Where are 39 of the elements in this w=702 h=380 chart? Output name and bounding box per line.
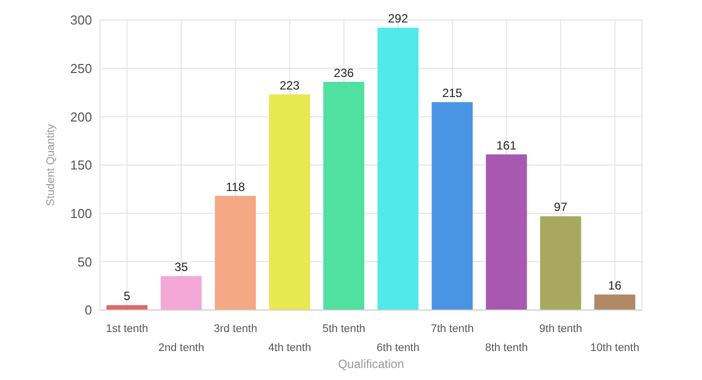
x-axis-title: Qualification xyxy=(338,357,404,371)
bar xyxy=(378,28,419,310)
x-tick-label: 1st tenth xyxy=(106,323,148,335)
y-tick-label: 150 xyxy=(70,158,92,173)
data-label: 236 xyxy=(334,66,354,80)
bar xyxy=(594,294,636,310)
data-label: 35 xyxy=(174,260,188,274)
y-tick-label: 0 xyxy=(84,302,92,318)
data-label: 161 xyxy=(496,138,517,152)
y-tick-label: 250 xyxy=(70,60,92,76)
x-tick-label: 3rd tenth xyxy=(214,323,258,335)
data-label: 215 xyxy=(442,86,463,100)
bar xyxy=(540,216,582,310)
bar xyxy=(106,305,148,310)
data-label: 118 xyxy=(226,180,246,194)
y-tick-label: 300 xyxy=(70,12,92,28)
x-tick-label: 5th tenth xyxy=(322,323,366,335)
y-tick-label: 100 xyxy=(70,206,92,221)
x-tick-label: 4th tenth xyxy=(268,342,312,354)
data-label: 16 xyxy=(608,278,622,293)
y-axis-title: Student Quantity xyxy=(44,124,57,206)
data-label: 5 xyxy=(124,289,131,304)
bar xyxy=(160,276,202,310)
x-tick-label: 6th tenth xyxy=(376,342,420,354)
data-label: 97 xyxy=(554,200,568,214)
x-tick-label: 7th tenth xyxy=(430,323,474,335)
bar xyxy=(269,94,310,310)
bar xyxy=(432,102,473,310)
x-tick-label: 9th tenth xyxy=(539,323,582,335)
x-tick-label: 8th tenth xyxy=(485,342,528,354)
x-tick-label: 2nd tenth xyxy=(158,342,204,354)
y-tick-label: 200 xyxy=(70,109,92,124)
x-tick-label: 10th tenth xyxy=(590,342,640,354)
bar xyxy=(214,196,256,310)
bar xyxy=(323,82,364,310)
data-label: 223 xyxy=(280,78,300,92)
y-tick-label: 50 xyxy=(78,254,92,270)
data-label: 292 xyxy=(388,12,408,26)
bar xyxy=(486,154,527,310)
